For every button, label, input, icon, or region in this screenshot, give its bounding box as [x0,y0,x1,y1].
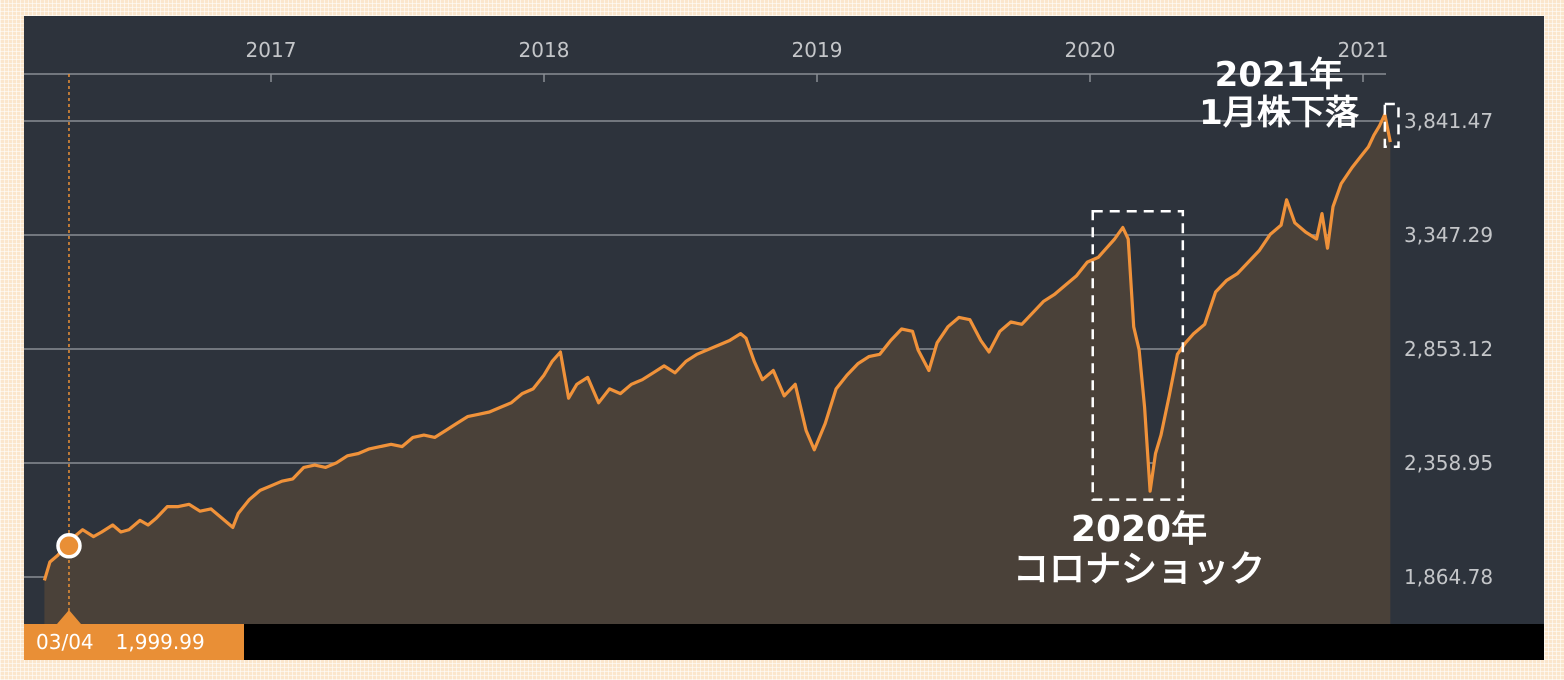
x-tick-label: 2020 [1065,38,1116,62]
x-tick-label: 2017 [246,38,297,62]
x-tick-label: 2021 [1338,38,1389,62]
y-tick-label: 1,864.78 [1404,565,1493,589]
x-tick-label: 2018 [519,38,570,62]
price-line [42,112,1392,581]
annotation-corona-shock: 2020年 コロナショック [974,509,1304,591]
highlight-box [1091,210,1185,501]
x-tick-label: 2019 [792,38,843,62]
stock-chart-panel: 1,864.78 2,358.95 2,853.12 3,347.29 3,841.47… [24,16,1544,660]
annotation-line: 1月株下落 [1199,93,1359,134]
annotation-line: 2020年 [1070,509,1208,550]
y-tick-label: 2,853.12 [1404,337,1493,361]
y-tick-label: 2,358.95 [1404,451,1493,475]
cursor-marker [56,533,82,559]
readout-value: 1,999.99 [115,630,205,654]
y-tick-label: 3,841.47 [1404,109,1493,133]
area-chart[interactable]: 1,864.78 2,358.95 2,853.12 3,347.29 3,841.47… [24,16,1544,624]
annotation-jan-2021-drop: 2021年 1月株下落 [1144,56,1414,132]
annotation-line: 2021年 [1214,55,1344,95]
bottom-bar: 03/04 1,999.99 [24,624,1544,660]
annotation-line: コロナショック [1012,549,1265,591]
area-fill [44,114,1391,624]
readout-date: 03/04 [36,630,94,654]
y-tick-label: 3,347.29 [1404,223,1493,247]
highlight-box [1383,102,1400,148]
cursor-pointer [56,610,81,624]
cursor-readout: 03/04 1,999.99 [24,624,244,660]
